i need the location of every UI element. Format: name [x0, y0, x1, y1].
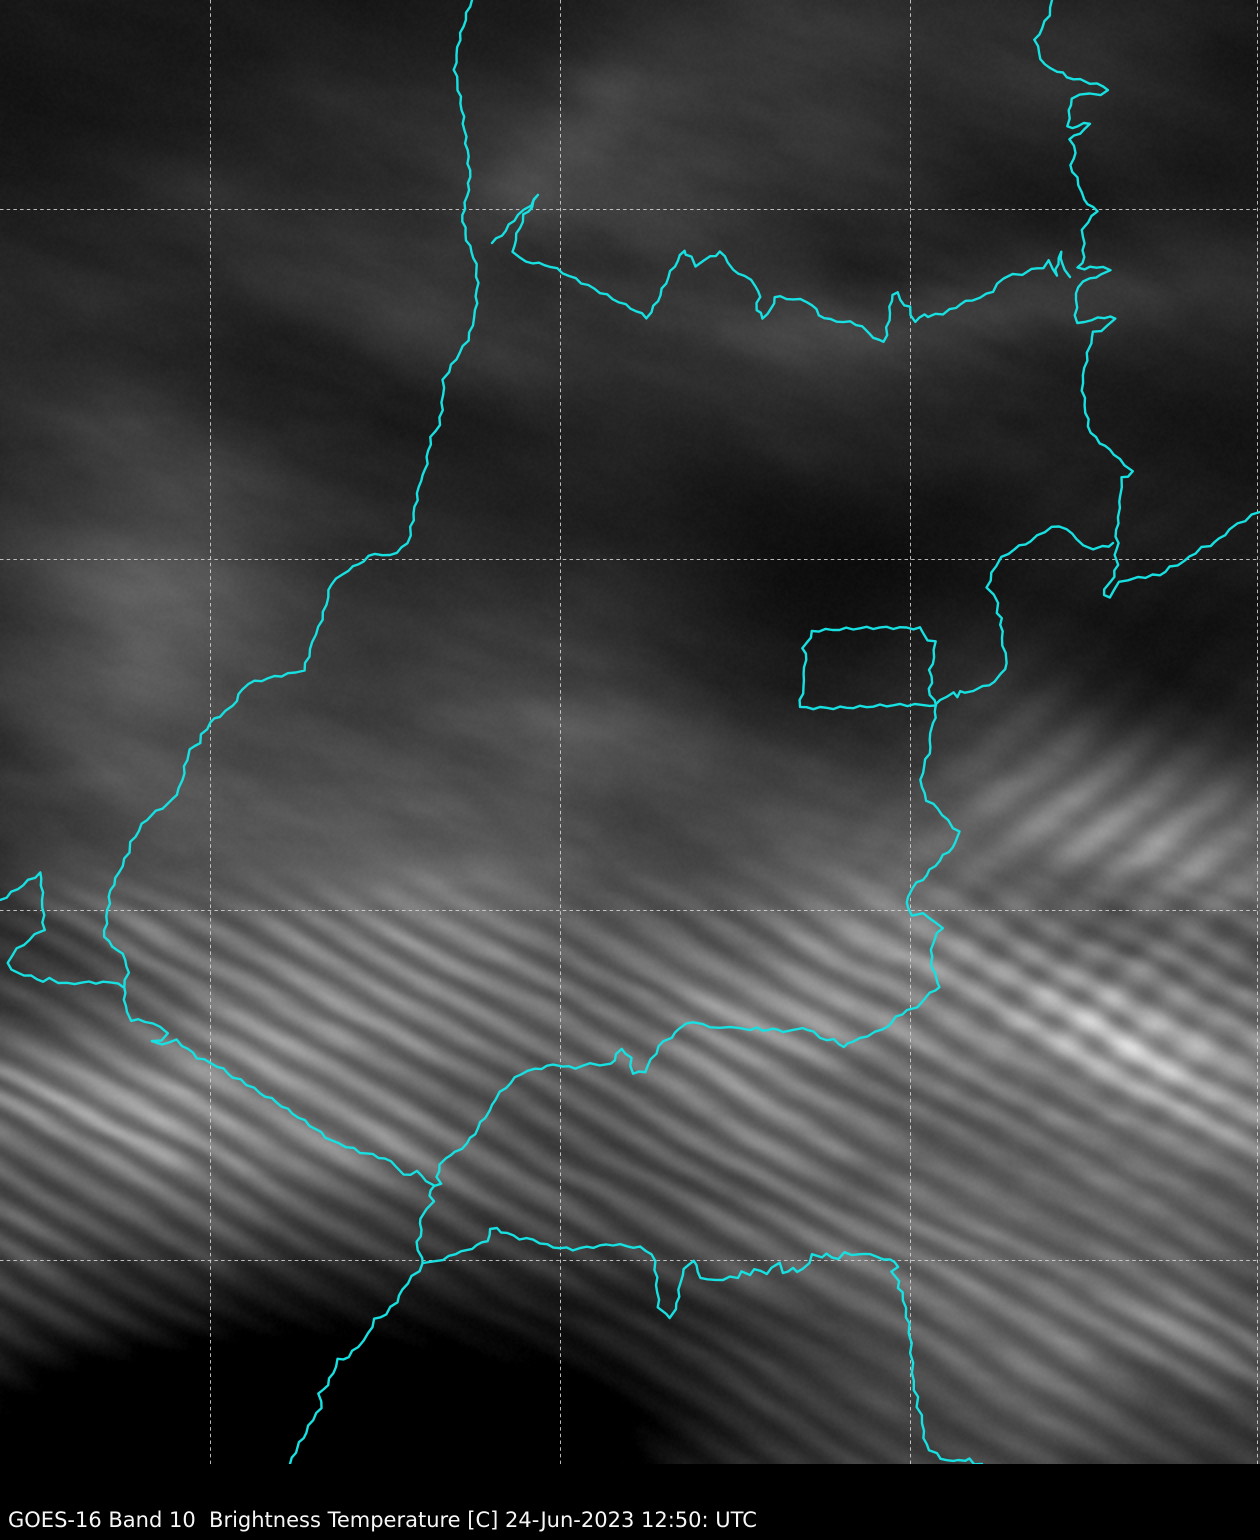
boundary-north-spur-border	[490, 193, 1072, 343]
boundary-east-border	[1033, 0, 1260, 599]
caption-bar: GOES-16 Band 10 Brightness Temperature […	[0, 1464, 1260, 1540]
boundary-central-state-border	[432, 525, 1115, 1188]
caption-text: GOES-16 Band 10 Brightness Temperature […	[8, 1508, 757, 1532]
boundary-south-border	[421, 1226, 984, 1464]
boundary-left-edge-border	[0, 871, 125, 989]
boundary-federal-district-border	[798, 625, 938, 711]
boundary-west-state-border	[102, 0, 480, 1464]
map-overlay	[0, 0, 1260, 1464]
